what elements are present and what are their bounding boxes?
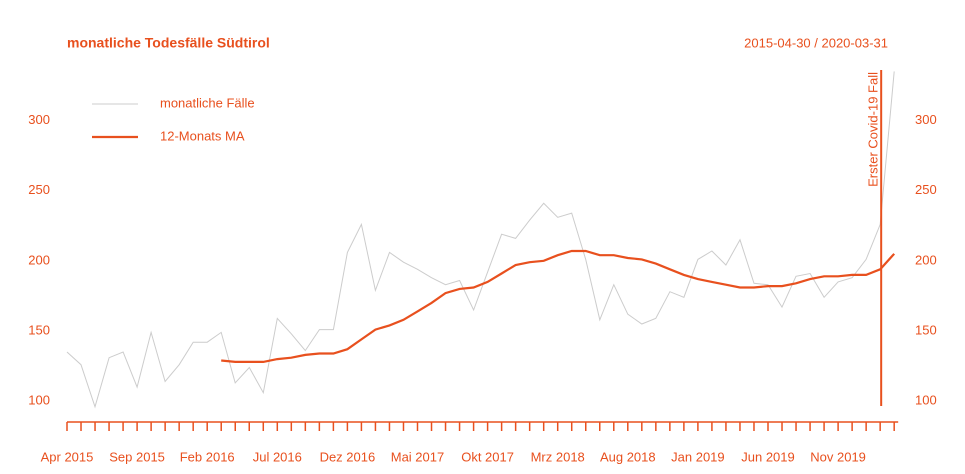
x-tick-label: Sep 2015	[109, 449, 165, 464]
y2-tick-label: 200	[915, 252, 937, 267]
chart-subtitle: 2015-04-30 / 2020-03-31	[744, 35, 888, 50]
y-tick-label: 100	[28, 393, 50, 408]
y2-tick-label: 250	[915, 182, 937, 197]
x-tick-label: Jul 2016	[253, 449, 302, 464]
y2-tick-label: 300	[915, 112, 937, 127]
y-tick-label: 250	[28, 182, 50, 197]
x-tick-label: Okt 2017	[461, 449, 514, 464]
x-tick-label: Jan 2019	[671, 449, 725, 464]
x-tick-label: Apr 2015	[41, 449, 94, 464]
chart-title: monatliche Todesfälle Südtirol	[67, 35, 270, 51]
y-tick-label: 200	[28, 252, 50, 267]
x-tick-label: Dez 2016	[320, 449, 376, 464]
y-tick-label: 150	[28, 322, 50, 337]
x-tick-label: Feb 2016	[180, 449, 235, 464]
x-tick-label: Jun 2019	[741, 449, 795, 464]
y2-tick-label: 100	[915, 393, 937, 408]
x-tick-label: Mai 2017	[391, 449, 444, 464]
legend-label: monatliche Fälle	[160, 95, 255, 110]
y-tick-label: 300	[28, 112, 50, 127]
series-line	[66, 71, 895, 409]
x-tick-label: Aug 2018	[600, 449, 656, 464]
annotation-label: Erster Covid-19 Fall	[866, 72, 881, 187]
legend-label: 12-Monats MA	[160, 128, 245, 143]
y2-tick-label: 150	[915, 322, 937, 337]
x-tick-label: Mrz 2018	[531, 449, 585, 464]
series-line	[221, 249, 896, 363]
x-tick-label: Nov 2019	[810, 449, 866, 464]
